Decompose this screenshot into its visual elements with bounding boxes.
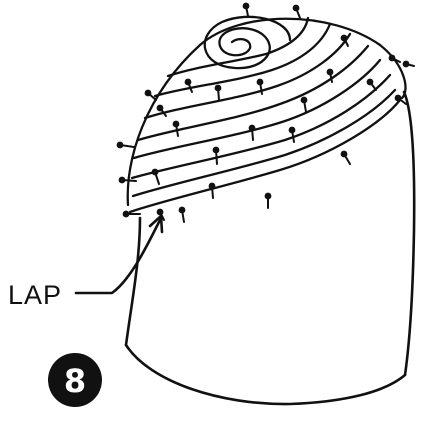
pin: [340, 34, 349, 47]
pin: [248, 124, 256, 141]
coil-4: [132, 58, 382, 160]
coil-1: [128, 98, 402, 214]
pin: [144, 89, 157, 101]
pin: [156, 104, 167, 117]
cylinder-mold: [124, 90, 416, 406]
pin: [394, 94, 407, 105]
step-badge-circle: [48, 353, 102, 407]
pin: [172, 120, 180, 137]
cylinder-right-edge: [402, 90, 416, 377]
lap-arrowhead: [148, 214, 164, 234]
pin: [242, 2, 250, 17]
pin: [388, 54, 401, 63]
coil-6: [143, 32, 352, 120]
pin: [122, 210, 141, 218]
pins: [116, 2, 415, 223]
lap-callout: LAP: [8, 214, 164, 310]
pin: [340, 150, 351, 165]
pin: [366, 78, 377, 91]
pin: [214, 84, 222, 101]
pin: [178, 206, 186, 223]
pin: [300, 96, 308, 113]
coil-2: [131, 88, 397, 198]
pin: [212, 146, 220, 165]
pin: [116, 141, 135, 149]
pin: [264, 192, 272, 209]
pin: [184, 78, 193, 93]
pin: [151, 168, 160, 185]
lap-leader-line: [74, 218, 162, 295]
pin: [208, 182, 216, 199]
lap-label: LAP: [8, 280, 62, 310]
coil-5: [136, 44, 370, 142]
coil-3: [130, 73, 392, 180]
pin: [256, 78, 264, 95]
cylinder-left-edge: [124, 216, 142, 347]
pin: [288, 126, 296, 143]
coil-7: [153, 22, 332, 98]
step-number-badge: 8: [48, 353, 102, 407]
coiled-dome: [126, 15, 407, 214]
pin: [326, 68, 334, 83]
cylinder-bottom-edge: [124, 343, 407, 406]
pin: [118, 176, 137, 184]
center-spiral: [203, 15, 292, 70]
dome-outline: [126, 17, 407, 207]
pin: [292, 4, 301, 19]
pin: [402, 60, 415, 68]
step-number: 8: [64, 362, 86, 400]
coil-8: [166, 16, 310, 78]
